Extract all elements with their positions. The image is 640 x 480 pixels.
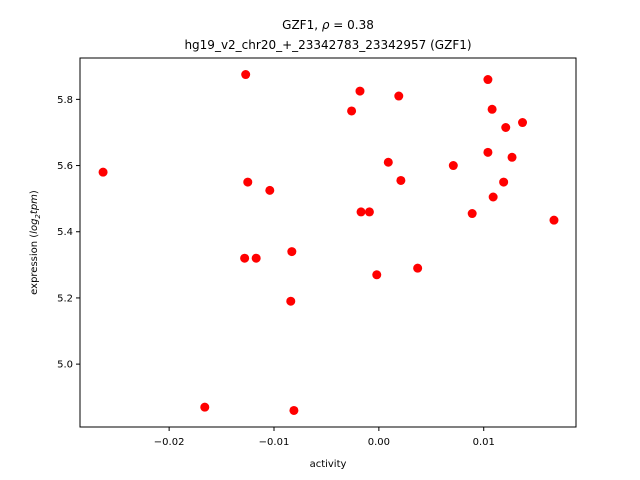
y-tick-label: 5.8: [57, 95, 73, 106]
y-axis-label: expression (log2tpm): [29, 190, 42, 295]
data-point: [394, 91, 404, 101]
data-point: [507, 152, 517, 162]
data-point: [240, 253, 250, 263]
data-point: [356, 207, 366, 217]
data-point: [372, 270, 382, 280]
data-point: [200, 402, 210, 412]
data-point: [98, 167, 108, 177]
data-point: [501, 122, 511, 132]
y-tick-label: 5.4: [57, 227, 73, 238]
chart-title-line1: GZF1, ρ = 0.38: [282, 18, 374, 32]
data-point: [518, 118, 528, 128]
chart-title-line2: hg19_v2_chr20_+_23342783_23342957 (GZF1): [184, 38, 471, 52]
data-point: [467, 209, 477, 219]
data-point: [549, 215, 559, 225]
y-tick-label: 5.2: [57, 293, 73, 304]
data-point: [364, 207, 374, 217]
y-axis-ticks: 5.0 5.2 5.4 5.6 5.8: [57, 95, 80, 371]
x-axis-ticks: −0.02 −0.01 0.00 0.01: [154, 427, 495, 448]
data-point: [383, 157, 393, 167]
data-point: [347, 106, 357, 116]
data-point: [286, 296, 296, 306]
x-tick-label: −0.02: [154, 437, 185, 448]
plot-area-frame: [79, 57, 577, 428]
data-point: [396, 175, 406, 185]
data-point: [355, 86, 365, 96]
data-point: [448, 161, 458, 171]
data-point: [413, 263, 423, 273]
data-point: [241, 70, 251, 80]
y-tick-label: 5.6: [57, 161, 73, 172]
data-point: [265, 185, 275, 195]
data-points: [98, 70, 559, 415]
data-point: [287, 247, 297, 257]
x-tick-label: −0.01: [259, 437, 290, 448]
data-point: [499, 177, 509, 187]
data-point: [289, 405, 299, 415]
y-tick-label: 5.0: [57, 360, 73, 371]
data-point: [483, 75, 493, 85]
data-point: [251, 253, 261, 263]
data-point: [243, 177, 253, 187]
data-point: [487, 104, 497, 114]
x-axis-label: activity: [310, 459, 347, 470]
x-tick-label: 0.01: [473, 437, 495, 448]
data-point: [483, 147, 493, 157]
data-point: [488, 192, 498, 202]
x-tick-label: 0.00: [368, 437, 390, 448]
